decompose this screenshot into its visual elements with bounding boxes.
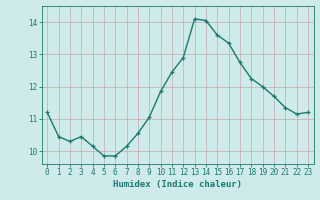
X-axis label: Humidex (Indice chaleur): Humidex (Indice chaleur): [113, 180, 242, 189]
